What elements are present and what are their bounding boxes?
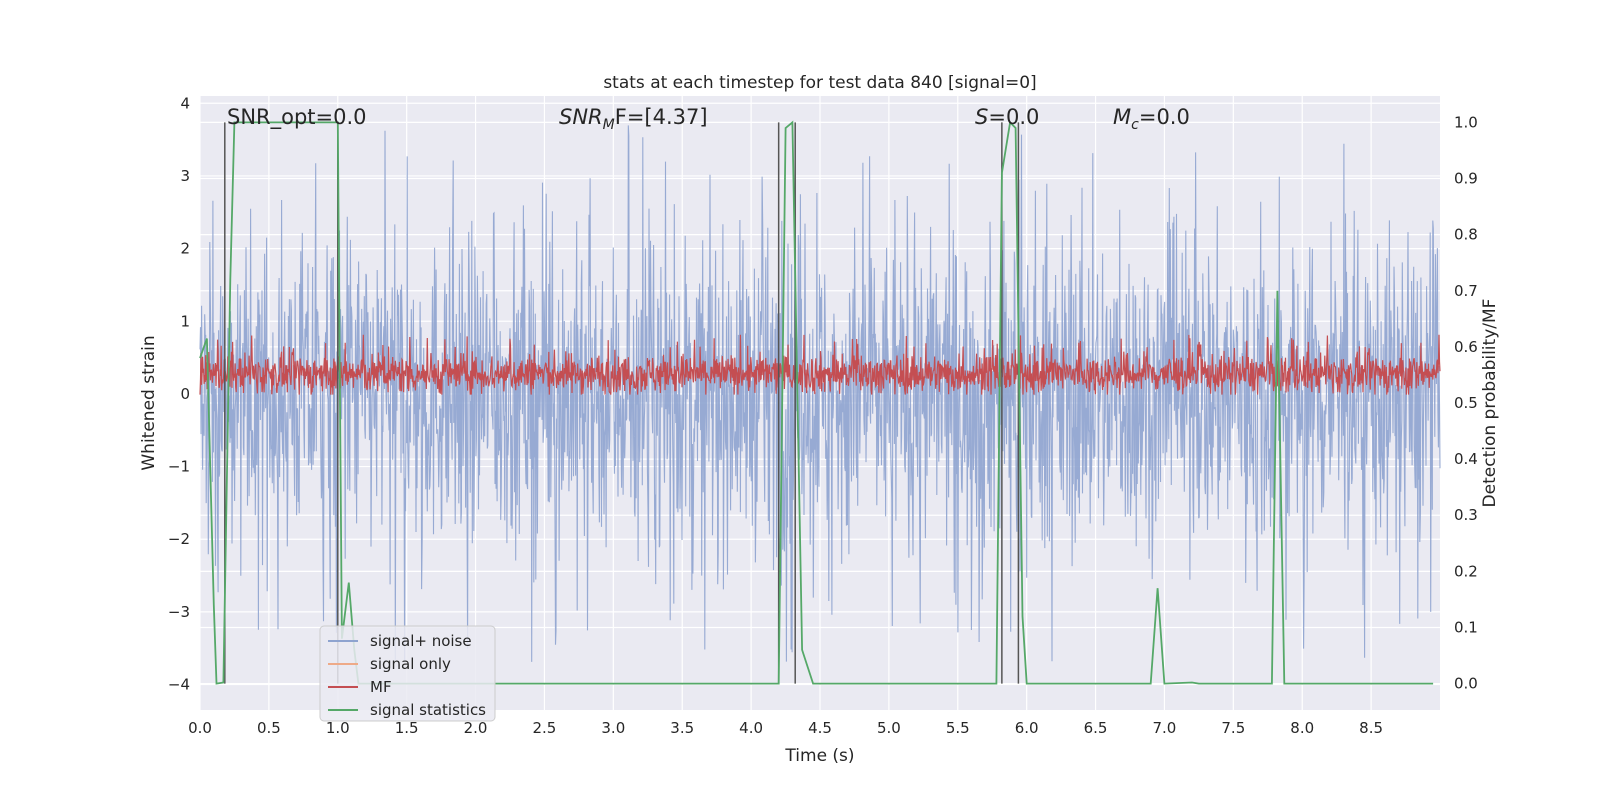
x-tick-label: 8.5	[1359, 719, 1383, 737]
y-axis-label-left: Whitened strain	[139, 335, 159, 470]
signal-noise-line	[199, 125, 1441, 662]
annotation-mc-value: 0.0	[1156, 105, 1189, 129]
x-tick-labels: 0.0 0.5 1.0 1.5 2.0 2.5 3.0 3.5 4.0 4.5 5.0 5.5 6.0 6…	[188, 719, 1383, 737]
legend-entries: signal+ noise signal only MF signal statist…	[328, 632, 486, 719]
annotation-snr-mf: SNRMF=[4.37]	[559, 105, 708, 133]
y-tick-label-right: 1.0	[1454, 113, 1478, 131]
legend: signal+ noise signal only MF signal statist…	[319, 625, 496, 722]
x-tick-label: 6.5	[1084, 719, 1108, 737]
annotation-s: S=0.0	[975, 105, 1039, 129]
y-tick-label-right: 0.0	[1454, 675, 1478, 693]
annotation-snr-opt-prefix: SNR_opt=	[227, 105, 333, 130]
x-tick-label: 6.0	[1015, 719, 1039, 737]
y-tick-label-right: 0.4	[1454, 450, 1478, 468]
y-tick-label-right: 0.3	[1454, 506, 1478, 524]
y-tick-labels-left: 4 3 2 1 0 −1 −2 −3 −4	[168, 94, 190, 693]
x-tick-label: 5.0	[877, 719, 901, 737]
legend-label: signal only	[370, 655, 451, 673]
annotation-snr-mf-rest: F=	[615, 105, 645, 129]
y-tick-label-right: 0.8	[1454, 226, 1478, 244]
x-tick-label: 7.0	[1153, 719, 1177, 737]
x-tick-label: 0.5	[257, 719, 281, 737]
y-tick-label-left: −1	[168, 458, 190, 476]
chart-title: stats at each timestep for test data 840…	[603, 73, 1036, 93]
x-tick-label: 2.0	[464, 719, 488, 737]
series-signal-statistics	[199, 120, 1434, 685]
y-tick-label-left: 1	[180, 312, 190, 330]
y-tick-label-left: −3	[168, 603, 190, 621]
x-tick-label: 1.0	[326, 719, 350, 737]
y-tick-label-right: 0.1	[1454, 618, 1478, 636]
x-tick-label: 1.5	[395, 719, 419, 737]
x-tick-label: 7.5	[1221, 719, 1245, 737]
x-axis-label: Time (s)	[784, 746, 854, 766]
x-tick-label: 0.0	[188, 719, 212, 737]
y-tick-label-right: 0.5	[1454, 394, 1478, 412]
y-tick-label-left: 2	[180, 240, 190, 258]
y-tick-label-left: 4	[180, 94, 190, 112]
annotation-snr-opt-value: 0.0	[333, 105, 366, 129]
x-tick-label: 8.0	[1290, 719, 1314, 737]
y-tick-label-left: −4	[168, 676, 190, 694]
y-tick-label-right: 0.2	[1454, 562, 1478, 580]
annotation-mc: Mc=0.0	[1113, 105, 1190, 133]
x-tick-label: 2.5	[533, 719, 557, 737]
annotation-s-sym: S	[975, 105, 988, 129]
annotation-snr-opt: SNR_opt=0.0	[227, 105, 367, 130]
annotation-snr-mf-base: SNR	[559, 105, 603, 129]
y-tick-labels-right: 1.0 0.9 0.8 0.7 0.6 0.5 0.4 0.3 0.2 0.1 0.0	[1454, 113, 1478, 692]
annotation-mc-sub: c	[1131, 117, 1139, 133]
signal-statistics-line	[199, 120, 1434, 685]
x-tick-label: 3.0	[601, 719, 625, 737]
legend-label: signal statistics	[370, 701, 486, 719]
legend-label: MF	[370, 678, 392, 696]
y-tick-label-left: −2	[168, 530, 190, 548]
y-tick-label-left: 0	[180, 385, 190, 403]
annotation-snr-mf-value: [4.37]	[644, 105, 707, 129]
annotation-mc-base: M	[1113, 105, 1131, 129]
annotation-mc-rest: =	[1139, 105, 1157, 129]
y-tick-label-left: 3	[180, 167, 190, 185]
annotation-s-value: 0.0	[1006, 105, 1039, 129]
x-tick-label: 3.5	[670, 719, 694, 737]
y-tick-label-right: 0.6	[1454, 338, 1478, 356]
annotation-s-rest: =	[988, 105, 1006, 129]
y-axis-label-right: Detection probability/MF	[1480, 299, 1500, 508]
x-tick-label: 4.5	[808, 719, 832, 737]
series-mf	[199, 334, 1441, 395]
mf-line	[199, 334, 1441, 395]
x-tick-label: 5.5	[946, 719, 970, 737]
y-tick-label-right: 0.7	[1454, 282, 1478, 300]
annotation-snr-mf-sub: M	[603, 117, 615, 133]
x-tick-label: 4.0	[739, 719, 763, 737]
series-signal-noise	[199, 125, 1441, 662]
legend-label: signal+ noise	[370, 632, 472, 650]
y-tick-label-right: 0.9	[1454, 170, 1478, 188]
legend-box	[319, 625, 496, 722]
vertical-lines	[224, 122, 1020, 684]
